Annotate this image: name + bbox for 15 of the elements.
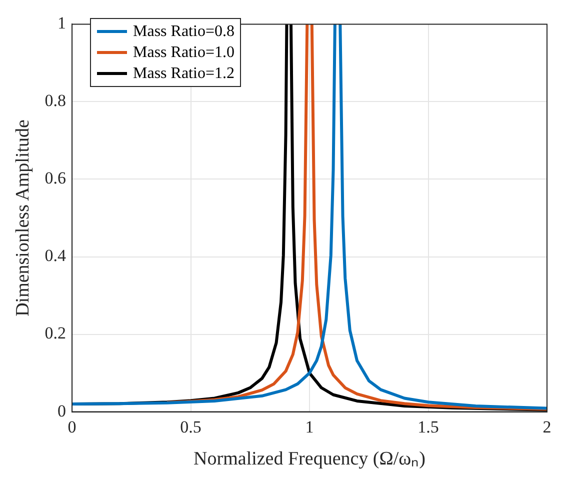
x-axis-title: Normalized Frequency (Ω/ωₙ)	[194, 448, 426, 470]
legend-label: Mass Ratio=1.0	[133, 44, 234, 62]
x-tick-label: 1.5	[418, 417, 439, 436]
y-tick-label: 1	[58, 14, 66, 33]
y-tick-label: 0.6	[44, 168, 66, 188]
y-tick-label: 0.4	[44, 246, 67, 266]
x-tick-label: 1	[305, 417, 314, 436]
legend-label: Mass Ratio=0.8	[133, 22, 234, 40]
x-tick-label: 0.5	[180, 417, 202, 436]
y-tick-label: 0.8	[44, 91, 66, 110]
y-tick-label: 0	[58, 401, 66, 420]
legend-label: Mass Ratio=1.2	[133, 64, 234, 82]
y-tick-label: 0.2	[44, 324, 66, 343]
y-axis-title: Dimensionless Amplitude	[12, 120, 34, 316]
x-tick-label: 2	[542, 417, 552, 436]
